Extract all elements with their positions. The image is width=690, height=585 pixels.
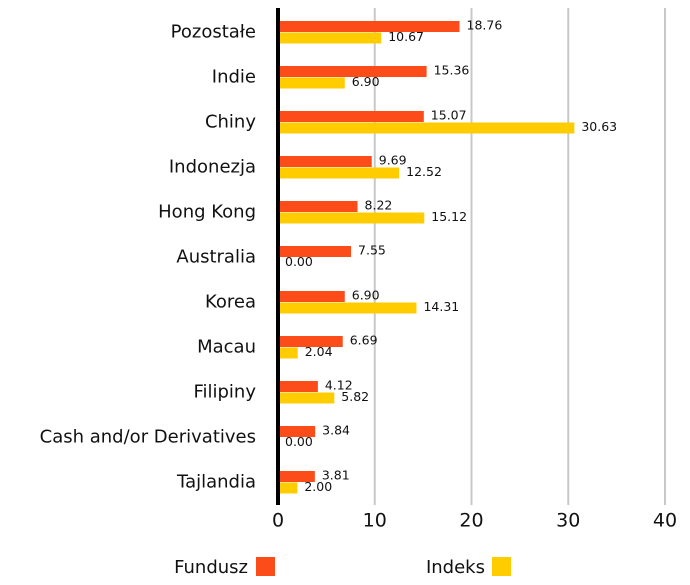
x-tick-label: 10 (363, 510, 387, 532)
value-label: 10.67 (388, 29, 424, 44)
value-label: 0.00 (285, 434, 313, 449)
category-label: Chiny (205, 112, 256, 133)
value-label: 15.12 (431, 209, 467, 224)
value-label: 12.52 (406, 164, 442, 179)
value-label: 3.81 (322, 468, 350, 483)
value-label: 8.22 (365, 198, 393, 213)
category-label: Indonezja (169, 157, 256, 178)
value-label: 4.12 (325, 378, 353, 393)
legend-swatch (256, 557, 275, 576)
value-label: 2.00 (304, 479, 332, 494)
category-label: Korea (205, 292, 256, 313)
legend-label: Fundusz (174, 557, 248, 578)
bar (278, 156, 372, 167)
category-label: Macau (197, 337, 256, 358)
x-tick-label: 30 (556, 510, 580, 532)
category-label: Hong Kong (158, 202, 256, 223)
value-label: 15.36 (434, 63, 470, 78)
bar (278, 336, 343, 347)
bar (278, 167, 400, 179)
bar (278, 347, 298, 359)
bar (278, 122, 575, 134)
value-label: 6.90 (352, 288, 380, 303)
bar (278, 291, 345, 302)
bar (278, 111, 424, 122)
category-label: Pozostałe (171, 22, 256, 43)
x-tick-label: 20 (459, 510, 483, 532)
bar (278, 66, 427, 77)
value-label: 14.31 (423, 299, 459, 314)
bar (278, 381, 318, 392)
value-label: 0.00 (285, 254, 313, 269)
value-label: 6.69 (350, 333, 378, 348)
bar (278, 212, 425, 224)
legend-label: Indeks (426, 557, 485, 578)
x-tick-label: 0 (272, 510, 284, 532)
bar (278, 302, 417, 314)
bar (278, 32, 382, 44)
category-label: Australia (176, 247, 256, 268)
x-tick-label: 40 (653, 510, 677, 532)
category-label: Cash and/or Derivatives (40, 427, 256, 448)
value-label: 9.69 (379, 153, 407, 168)
category-label: Filipiny (193, 382, 256, 403)
bar (278, 201, 358, 212)
bar (278, 392, 335, 404)
category-label: Indie (212, 67, 256, 88)
value-label: 7.55 (358, 243, 386, 258)
bar (278, 21, 460, 32)
bar (278, 426, 316, 437)
bar (278, 471, 315, 482)
value-label: 15.07 (431, 108, 467, 123)
category-label: Tajlandia (176, 472, 256, 493)
value-label: 2.04 (305, 344, 333, 359)
value-label: 3.84 (322, 423, 350, 438)
bar (278, 482, 298, 494)
value-label: 30.63 (581, 119, 617, 134)
value-label: 18.76 (467, 18, 503, 33)
value-label: 6.90 (352, 74, 380, 89)
value-label: 5.82 (341, 389, 369, 404)
legend-swatch (492, 557, 511, 576)
bar (278, 77, 345, 89)
bar (278, 246, 352, 257)
